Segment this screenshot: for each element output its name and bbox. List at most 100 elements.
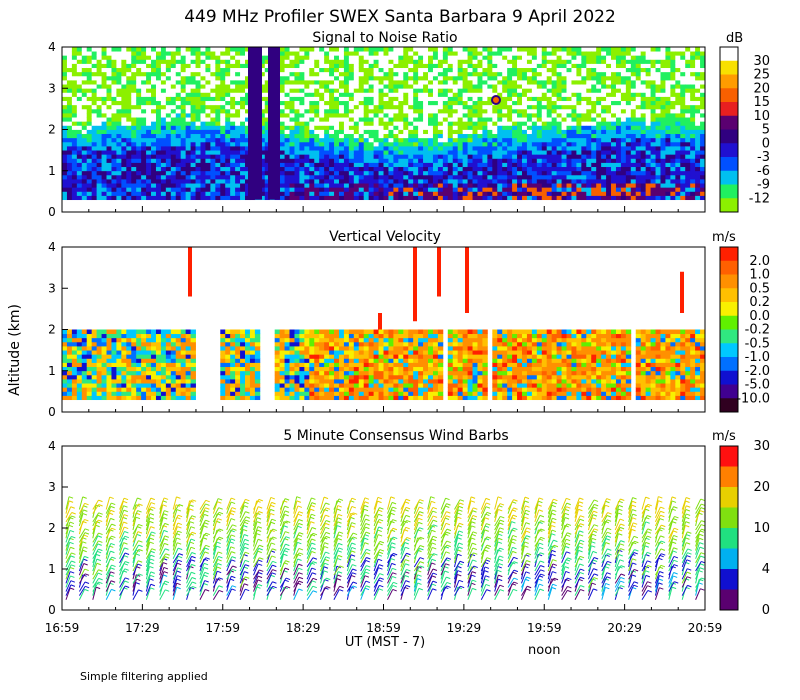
heatmap-cell bbox=[665, 154, 671, 159]
heatmap-cell bbox=[378, 183, 384, 188]
heatmap-cell bbox=[541, 100, 548, 106]
heatmap-cell bbox=[259, 96, 266, 102]
heatmap-cell bbox=[615, 166, 622, 172]
heatmap-cell bbox=[517, 166, 523, 172]
heatmap-cell bbox=[487, 141, 493, 147]
heatmap-cell bbox=[373, 158, 379, 163]
heatmap-cell bbox=[373, 84, 379, 89]
heatmap-cell bbox=[225, 92, 231, 97]
heatmap-cell bbox=[447, 158, 454, 163]
heatmap-cell bbox=[240, 187, 246, 192]
heatmap-cell bbox=[423, 162, 429, 168]
heatmap-cell bbox=[309, 146, 315, 151]
heatmap-cell bbox=[620, 129, 627, 135]
heatmap-cell bbox=[502, 121, 508, 126]
heatmap-cell bbox=[62, 96, 68, 102]
heatmap-cell bbox=[284, 92, 290, 97]
heatmap-cell bbox=[180, 80, 187, 85]
heatmap-cell bbox=[581, 141, 587, 147]
heatmap-cell bbox=[531, 75, 538, 81]
heatmap-cell bbox=[437, 75, 444, 81]
heatmap-cell bbox=[571, 92, 577, 97]
heatmap-cell bbox=[66, 183, 73, 188]
heatmap-cell bbox=[596, 51, 602, 56]
heatmap-cell bbox=[240, 179, 246, 184]
heatmap-cell bbox=[299, 158, 305, 163]
heatmap-cell bbox=[151, 108, 157, 114]
heatmap-cell bbox=[601, 174, 607, 180]
heatmap-cell bbox=[615, 55, 622, 60]
heatmap-cell bbox=[447, 191, 454, 196]
heatmap-cell bbox=[289, 137, 295, 143]
heatmap-cell bbox=[353, 51, 360, 56]
heatmap-cell bbox=[338, 104, 345, 110]
heatmap-cell bbox=[393, 75, 399, 81]
heatmap-cell bbox=[160, 96, 167, 102]
heatmap-cell bbox=[536, 183, 543, 188]
heatmap-cell bbox=[235, 141, 241, 147]
heatmap-cell bbox=[185, 174, 191, 180]
heatmap-cell bbox=[378, 191, 384, 196]
heatmap-cell bbox=[71, 96, 78, 102]
heatmap-cell bbox=[517, 191, 523, 196]
heatmap-cell bbox=[121, 141, 127, 147]
heatmap-cell bbox=[690, 183, 696, 188]
heatmap-cell bbox=[126, 166, 132, 172]
heatmap-cell bbox=[591, 191, 597, 196]
heatmap-cell bbox=[521, 59, 528, 64]
heatmap-cell bbox=[403, 187, 409, 192]
heatmap-cell bbox=[645, 183, 651, 188]
heatmap-cell bbox=[418, 158, 424, 163]
heatmap-cell bbox=[245, 59, 251, 64]
heatmap-cell bbox=[620, 75, 627, 81]
heatmap-cell bbox=[482, 117, 488, 122]
heatmap-cell bbox=[457, 133, 464, 139]
heatmap-cell bbox=[571, 179, 577, 184]
heatmap-cell bbox=[220, 166, 226, 172]
heatmap-cell bbox=[477, 96, 483, 102]
heatmap-cell bbox=[630, 195, 637, 201]
heatmap-cell bbox=[418, 71, 424, 77]
heatmap-cell bbox=[353, 100, 360, 106]
heatmap-cell bbox=[695, 55, 701, 60]
heatmap-cell bbox=[319, 158, 325, 163]
heatmap-cell bbox=[437, 121, 444, 126]
heatmap-cell bbox=[521, 47, 528, 52]
heatmap-cell bbox=[155, 162, 162, 168]
heatmap-cell bbox=[215, 170, 221, 176]
heatmap-cell bbox=[245, 191, 251, 196]
heatmap-cell bbox=[170, 146, 177, 151]
heatmap-cell bbox=[348, 59, 355, 64]
heatmap-cell bbox=[304, 117, 310, 122]
heatmap-cell bbox=[200, 150, 206, 155]
heatmap-cell bbox=[81, 170, 88, 176]
heatmap-cell bbox=[467, 55, 473, 60]
heatmap-cell bbox=[645, 154, 651, 159]
heatmap-cell bbox=[329, 108, 335, 114]
heatmap-cell bbox=[388, 84, 394, 89]
heatmap-cell bbox=[121, 195, 127, 201]
heatmap-cell bbox=[625, 67, 632, 73]
heatmap-cell bbox=[462, 183, 468, 188]
heatmap-cell bbox=[205, 117, 211, 122]
heatmap-cell bbox=[235, 51, 241, 56]
heatmap-cell bbox=[66, 108, 73, 114]
heatmap-cell bbox=[373, 146, 379, 151]
heatmap-cell bbox=[685, 154, 691, 159]
heatmap-cell bbox=[175, 154, 182, 159]
heatmap-cell bbox=[457, 150, 464, 155]
heatmap-cell bbox=[655, 146, 661, 151]
heatmap-cell bbox=[195, 158, 201, 163]
heatmap-cell bbox=[279, 195, 285, 201]
heatmap-cell bbox=[442, 187, 449, 192]
heatmap-cell bbox=[502, 158, 508, 163]
heatmap-cell bbox=[576, 75, 582, 81]
heatmap-cell bbox=[141, 55, 147, 60]
heatmap-cell bbox=[620, 170, 627, 176]
heatmap-cell bbox=[472, 47, 478, 52]
heatmap-cell bbox=[62, 187, 68, 192]
heatmap-cell bbox=[373, 191, 379, 196]
heatmap-cell bbox=[230, 121, 236, 126]
heatmap-cell bbox=[645, 133, 651, 139]
heatmap-cell bbox=[353, 55, 360, 60]
